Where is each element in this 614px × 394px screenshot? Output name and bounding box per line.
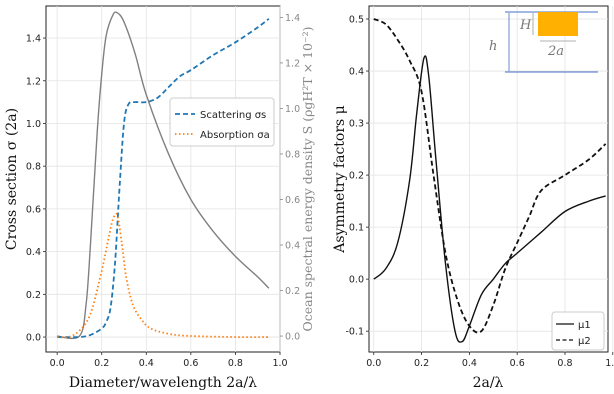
x-tick-label: 1.0 xyxy=(272,358,287,369)
right-series xyxy=(373,18,607,343)
series-line--2 xyxy=(373,18,607,334)
inset-schematic: H h 2a xyxy=(489,11,598,73)
y-tick-label: 0.2 xyxy=(349,171,364,182)
right-plot-frame xyxy=(368,5,609,353)
inset-h-label: h xyxy=(489,39,497,54)
y-right-tick-label: 0.8 xyxy=(285,149,300,160)
left-plot-frame xyxy=(45,5,281,353)
y-tick-label: 0.0 xyxy=(349,275,364,286)
y-tick-label: -0.1 xyxy=(345,327,364,338)
left-series xyxy=(57,11,270,340)
y-tick-label: 1.0 xyxy=(26,119,41,130)
y-right-tick-label: 0.0 xyxy=(285,332,300,343)
inset-2a-label: 2a xyxy=(547,44,564,59)
left-y-ticks-right: 0.0 0.2 0.4 0.6 0.8 1.0 1.2 1.4 xyxy=(280,13,300,343)
series-line-absorption-a xyxy=(57,212,269,339)
y-right-tick-label: 0.2 xyxy=(285,286,300,297)
legend-mu2-label: μ2 xyxy=(578,336,591,347)
x-tick-label: 0.6 xyxy=(183,358,198,369)
inset-block xyxy=(538,12,578,36)
y-tick-label: 0.8 xyxy=(26,162,41,173)
x-tick-label: 0.0 xyxy=(50,358,65,369)
right-legend: μ1 μ2 xyxy=(551,311,605,351)
left-x-axis-label: Diameter/wavelength 2a/λ xyxy=(69,375,257,391)
y-right-tick-label: 1.2 xyxy=(285,58,300,69)
y-tick-label: 0.2 xyxy=(26,290,41,301)
right-x-ticks: 0.0 0.2 0.4 0.6 0.8 1.0 xyxy=(366,352,614,369)
legend-absorption-label: Absorption σa xyxy=(200,130,270,141)
y-right-tick-label: 1.0 xyxy=(285,104,300,115)
y-right-tick-label: 1.4 xyxy=(285,13,300,24)
left-y-axis-label-right: Ocean spectral energy density S (ρgH²T ×… xyxy=(300,27,315,332)
y-tick-label: 0.4 xyxy=(349,67,364,78)
left-x-ticks: 0.0 0.2 0.4 0.6 0.8 1.0 xyxy=(50,352,288,369)
y-tick-label: 0.1 xyxy=(349,223,364,234)
left-chart: 0.0 0.2 0.4 0.6 0.8 1.0 0.0 0.2 0.4 0.6 0.8 1.0 1.2… xyxy=(4,5,315,391)
x-tick-label: 0.2 xyxy=(94,358,109,369)
x-tick-label: 0.8 xyxy=(228,358,243,369)
x-tick-label: 1.0 xyxy=(605,358,614,369)
left-legend: Scattering σs Absorption σa xyxy=(169,97,275,147)
right-y-axis-label: Asymmetry factors μ xyxy=(332,105,348,254)
left-grid xyxy=(46,6,281,352)
y-tick-label: 0.4 xyxy=(26,247,41,258)
y-right-tick-label: 0.4 xyxy=(285,241,300,252)
inset-H-label: H xyxy=(519,18,532,33)
y-right-tick-label: 0.6 xyxy=(285,195,300,206)
legend-scattering-label: Scattering σs xyxy=(200,110,266,121)
right-chart: 0.00.20.40.60.81.0 -0.10.00.10.20.30.40.… xyxy=(332,5,614,391)
left-legend-box xyxy=(169,97,275,147)
series-line-scattering-s xyxy=(57,18,270,339)
right-grid xyxy=(369,6,614,352)
right-x-axis-label: 2a/λ xyxy=(473,375,504,391)
series-line-ocean-spectral-energy-density xyxy=(57,11,270,340)
y-tick-label: 0.0 xyxy=(26,333,41,344)
right-y-ticks: -0.1 0.0 0.1 0.2 0.3 0.4 0.5 xyxy=(345,15,369,338)
x-tick-label: 0.2 xyxy=(414,358,429,369)
x-tick-label: 0.8 xyxy=(557,358,572,369)
x-tick-label: 0.6 xyxy=(510,358,525,369)
x-tick-label: 0.4 xyxy=(139,358,154,369)
y-tick-label: 1.2 xyxy=(26,76,41,87)
y-tick-label: 0.3 xyxy=(349,119,364,130)
y-tick-label: 1.4 xyxy=(26,34,41,45)
y-tick-label: 0.5 xyxy=(349,15,364,26)
x-tick-label: 0.4 xyxy=(462,358,477,369)
legend-mu1-label: μ1 xyxy=(578,320,591,331)
series-line--1 xyxy=(373,55,606,343)
left-y-axis-label: Cross section σ (2a) xyxy=(4,108,20,250)
x-tick-label: 0.0 xyxy=(366,358,381,369)
left-y-ticks: 0.0 0.2 0.4 0.6 0.8 1.0 1.2 1.4 xyxy=(26,34,46,344)
y-tick-label: 0.6 xyxy=(26,204,41,215)
